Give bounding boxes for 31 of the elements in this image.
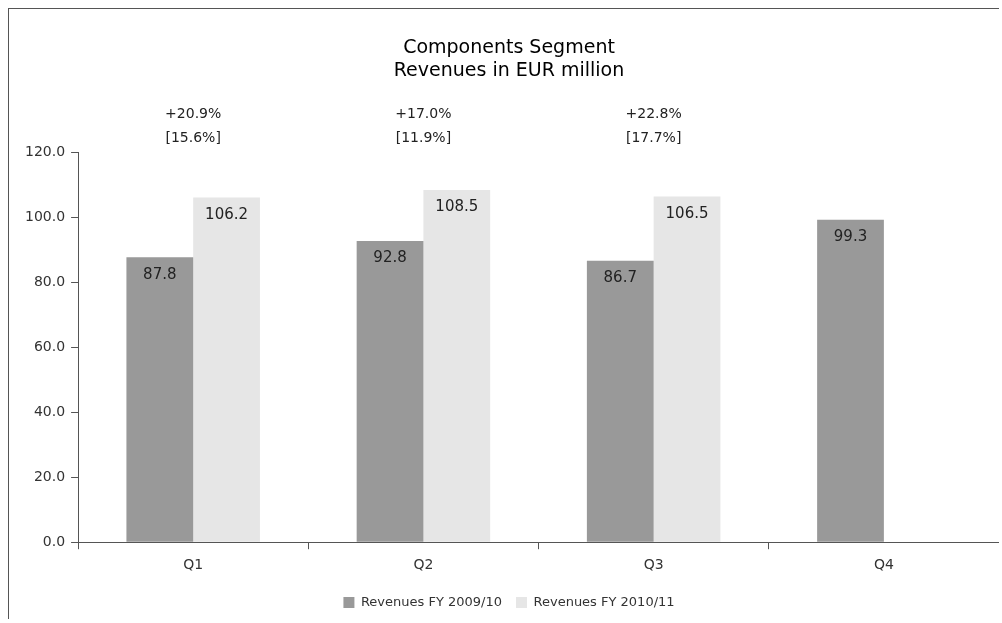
bar xyxy=(423,189,491,542)
y-tick-label: 80.0 xyxy=(33,273,66,290)
y-tick-label: 40.0 xyxy=(33,402,66,419)
y-tick-label: 100.0 xyxy=(24,208,66,225)
bar xyxy=(586,260,654,542)
bar xyxy=(193,197,260,542)
y-tick-label: 20.0 xyxy=(33,467,66,484)
bar xyxy=(817,219,884,542)
text: +22.8% [17.7%] xyxy=(625,105,682,146)
text: +17.0% [11.9%] xyxy=(395,105,452,146)
y-tick-label: 0.0 xyxy=(42,532,66,549)
chart-title: Components Segment Revenues in EUR million xyxy=(393,35,625,81)
x-tick-label: Q3 xyxy=(643,556,664,573)
data-label: 86.7 xyxy=(603,268,637,287)
data-label: 106.2 xyxy=(205,204,249,223)
y-tick-label: 60.0 xyxy=(33,338,66,355)
y-tick-label: 120.0 xyxy=(24,143,66,160)
bar xyxy=(126,257,194,542)
text: +20.9% [15.6%] xyxy=(165,105,222,146)
legend-label: Revenues FY 2009/10 xyxy=(360,593,502,609)
data-label: 92.8 xyxy=(373,248,407,267)
bar xyxy=(356,240,424,542)
data-label: 87.8 xyxy=(143,264,177,283)
legend-label: Revenues FY 2010/11 xyxy=(533,593,675,609)
data-label: 106.5 xyxy=(665,203,709,222)
x-tick-label: Q1 xyxy=(183,556,204,573)
x-tick-label: Q2 xyxy=(413,556,434,573)
x-tick-label: Q4 xyxy=(873,556,894,573)
data-label: 99.3 xyxy=(833,227,868,246)
data-label: 108.5 xyxy=(435,197,479,216)
bar xyxy=(653,196,721,542)
